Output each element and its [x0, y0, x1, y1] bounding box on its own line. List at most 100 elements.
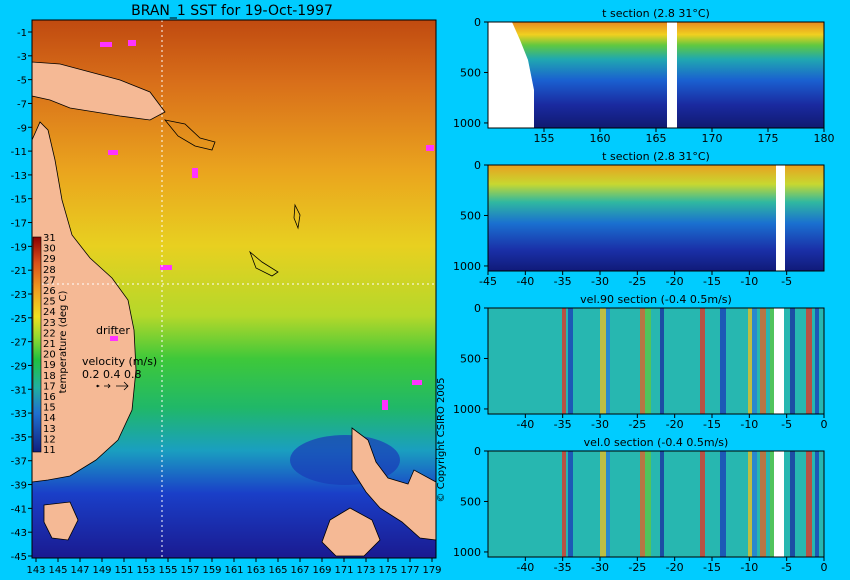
y-tick-label: 500	[460, 66, 481, 79]
colorbar-tick-label: 23	[43, 318, 56, 329]
velocity-stripe	[815, 308, 819, 414]
x-tick-label: -5	[781, 561, 792, 574]
landmass-mask	[488, 22, 534, 128]
y-tick-label: -19	[11, 242, 27, 253]
x-tick-label: 143	[26, 565, 45, 576]
y-tick-label: -17	[11, 219, 27, 230]
drifter-mark	[110, 336, 118, 341]
colorbar-tick-label: 20	[43, 350, 56, 361]
panel-frame	[487, 164, 825, 272]
x-tick-label: 157	[180, 565, 199, 576]
x-tick-label: 177	[400, 565, 419, 576]
velocity-stripes	[562, 451, 819, 557]
velocity-stripe	[806, 451, 812, 557]
gap-mask	[667, 22, 677, 128]
x-tick-label: -30	[591, 275, 609, 288]
velocity-arrows	[96, 381, 129, 391]
drifter-label: drifter	[96, 324, 130, 337]
velocity-stripe	[640, 308, 645, 414]
land-vanuatu	[293, 203, 301, 230]
panel-frame	[487, 450, 825, 558]
section-panel-vel90	[488, 308, 824, 414]
section-panel-t-longitude	[488, 22, 824, 128]
x-tick-label: -5	[781, 275, 792, 288]
x-tick-label: 165	[268, 565, 287, 576]
velocity-stripe	[700, 451, 705, 557]
colorbar-tick-label: 14	[43, 413, 56, 424]
x-tick-label: -5	[781, 418, 792, 431]
x-tick-label: -25	[628, 561, 646, 574]
y-tick-label: -1	[17, 28, 27, 39]
colorbar-tick-label: 31	[43, 233, 56, 244]
velocity-arrow	[116, 381, 129, 391]
land-solomons	[163, 119, 216, 151]
y-tick-label: -39	[11, 481, 27, 492]
velocity-stripe	[752, 451, 757, 557]
land-tasmania	[43, 501, 79, 541]
panel-plot-area	[488, 451, 824, 557]
velocity-stripe	[790, 451, 795, 557]
y-tick-label: 1000	[453, 403, 481, 416]
y-tick-label: -33	[11, 409, 27, 420]
x-tick-label: -35	[554, 418, 572, 431]
y-tick-label: -37	[11, 457, 27, 468]
velocity-stripe	[760, 451, 766, 557]
x-tick-label: 175	[758, 132, 779, 145]
y-tick-label: -3	[17, 52, 27, 63]
y-tick-label: 1000	[453, 117, 481, 130]
x-tick-label: 151	[114, 565, 133, 576]
colorbar-tick-label: 17	[43, 381, 56, 392]
panel-title: vel.0 section (-0.4 0.5m/s)	[584, 436, 729, 449]
x-tick-label: 149	[92, 565, 111, 576]
x-tick-label: -35	[554, 275, 572, 288]
y-tick-label: 1000	[453, 546, 481, 559]
x-tick-label: 155	[534, 132, 555, 145]
velocity-stripe	[660, 308, 664, 414]
x-tick-label: -10	[740, 561, 758, 574]
x-tick-label: 147	[70, 565, 89, 576]
colorbar-tick-label: 21	[43, 339, 56, 350]
colorbar-tick-label: 12	[43, 434, 56, 445]
x-tick-label: 173	[356, 565, 375, 576]
sst-map	[31, 19, 437, 559]
x-tick-label: -15	[703, 275, 721, 288]
y-tick-label: 0	[474, 159, 481, 172]
panel-title: t section (2.8 31°C)	[602, 150, 710, 163]
drifter-mark	[128, 40, 136, 46]
x-tick-label: 159	[202, 565, 221, 576]
drifter-mark	[412, 380, 422, 385]
velocity-stripe	[760, 308, 766, 414]
drifter-mark	[108, 150, 118, 155]
velocity-stripe	[568, 308, 573, 414]
drifter-marks	[100, 40, 434, 410]
colorbar-tick-label: 19	[43, 360, 56, 371]
map-title: BRAN_1 SST for 19-Oct-1997	[131, 3, 333, 19]
y-tick-label: -27	[11, 338, 27, 349]
y-tick-label: -23	[11, 290, 27, 301]
drifter-mark	[100, 42, 112, 47]
velocity-stripe	[600, 308, 606, 414]
x-tick-label: 169	[312, 565, 331, 576]
x-tick-label: -10	[740, 275, 758, 288]
x-tick-label: 165	[646, 132, 667, 145]
y-tick-label: 500	[460, 209, 481, 222]
y-tick-label: 0	[474, 16, 481, 29]
colorbar-tick-label: 18	[43, 371, 56, 382]
colorbar-tick-label: 24	[43, 307, 56, 318]
y-tick-label: -25	[11, 314, 27, 325]
colorbar-tick-label: 13	[43, 424, 56, 435]
x-tick-label: 145	[48, 565, 67, 576]
x-tick-label: 180	[814, 132, 835, 145]
y-tick-label: -15	[11, 195, 27, 206]
panel-axes: t section (2.8 31°C) 155 160 165 170 175 180 0 5…	[453, 7, 835, 574]
velocity-values: 0.2 0.4 0.8	[82, 368, 141, 381]
velocity-stripe	[815, 451, 819, 557]
colorbar-tick-label: 27	[43, 275, 56, 286]
y-tick-label: -9	[17, 123, 27, 134]
colorbar-ticks: 3130292827262524232221201918171615141312…	[43, 233, 56, 456]
colorbar-tick-label: 11	[43, 445, 56, 456]
velocity-stripe	[770, 451, 774, 557]
colorbar-tick-label: 30	[43, 244, 56, 255]
x-tick-label: 153	[136, 565, 155, 576]
